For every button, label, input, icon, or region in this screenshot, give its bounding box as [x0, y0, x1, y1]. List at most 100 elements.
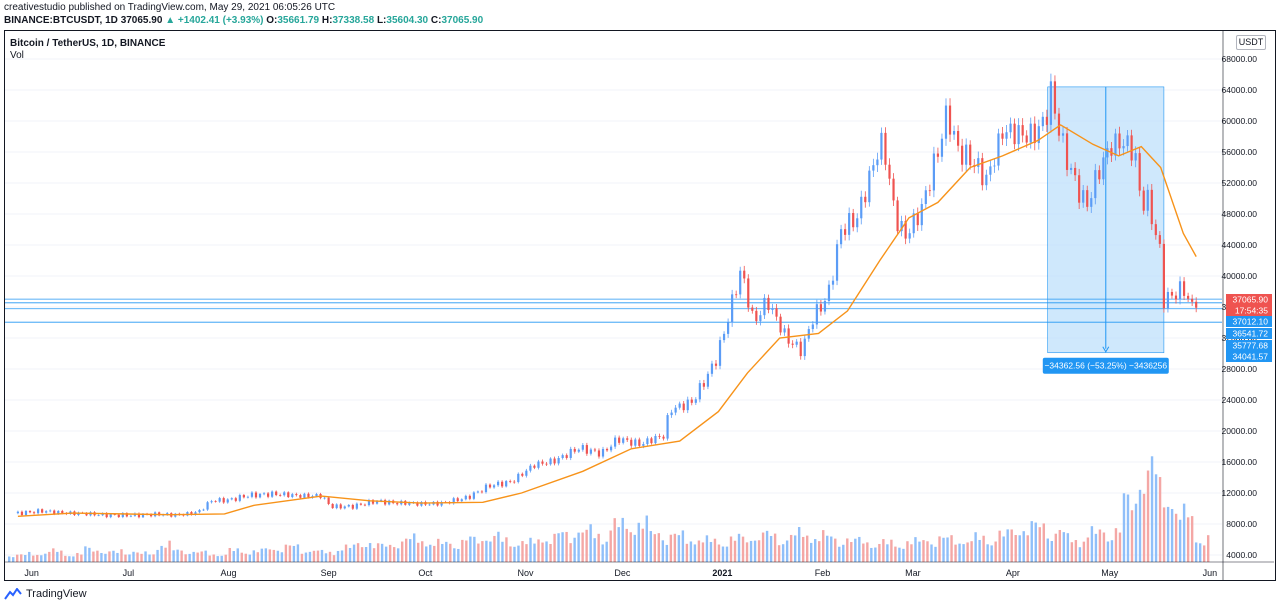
volume-bar — [48, 551, 51, 562]
candle-body — [16, 511, 20, 514]
candle-body — [1162, 243, 1165, 309]
currency-button[interactable]: USDT — [1236, 35, 1266, 50]
volume-bar — [372, 548, 376, 562]
volume-bar — [890, 539, 893, 562]
candle-body — [714, 363, 718, 366]
volume-bar — [978, 539, 981, 562]
volume-bar — [1070, 542, 1074, 562]
candle-body — [638, 439, 641, 446]
candle-body — [202, 509, 205, 511]
candle-body — [1001, 133, 1004, 139]
volume-bar — [1198, 543, 1202, 562]
volume-bar — [364, 547, 368, 562]
volume-bar — [1098, 529, 1102, 562]
candle-body — [1114, 133, 1117, 156]
volume-bar — [88, 547, 91, 562]
candle-body — [359, 503, 362, 505]
volume-bar — [1138, 489, 1142, 562]
volume-bar — [645, 515, 648, 562]
volume-bar — [288, 545, 292, 562]
candle-body — [460, 499, 463, 502]
candle-body — [609, 446, 613, 451]
moving-average-line — [17, 124, 1197, 517]
y-tick-label: 4000.00 — [1226, 550, 1257, 560]
price-tag: 36541.72 — [1233, 329, 1269, 339]
y-tick-label: 64000.00 — [1222, 85, 1258, 95]
volume-bar — [60, 550, 63, 562]
volume-bar — [144, 551, 147, 562]
high-label: H: — [321, 15, 333, 26]
candle-body — [710, 363, 714, 374]
candle-body — [77, 512, 80, 516]
candle-body — [549, 458, 552, 465]
volume-bar — [340, 550, 344, 562]
candle-body — [513, 481, 516, 483]
candle-body — [593, 449, 597, 451]
volume-bar — [320, 549, 324, 562]
volume-bar — [481, 541, 484, 562]
candle-body — [97, 515, 100, 517]
volume-bar — [1090, 526, 1094, 562]
volume-bar — [64, 555, 67, 562]
candle-body — [496, 481, 500, 486]
volume-bar — [8, 556, 11, 562]
candle-body — [1017, 125, 1020, 145]
volume-bar — [228, 547, 231, 562]
volume-bar — [537, 539, 540, 562]
candle-body — [795, 341, 798, 345]
volume-bar — [32, 555, 35, 562]
candle-body — [577, 449, 580, 452]
volume-bar — [1174, 513, 1178, 562]
x-tick-label: Dec — [614, 568, 631, 578]
candle-body — [888, 164, 891, 179]
volume-bar — [930, 544, 933, 562]
volume-bar — [733, 540, 737, 562]
candle-body — [819, 304, 823, 312]
candle-body — [517, 473, 520, 483]
volume-bar — [725, 546, 729, 562]
volume-bar — [777, 545, 781, 562]
candle-body — [529, 465, 532, 471]
volume-bar — [1062, 532, 1066, 562]
footer-brand[interactable]: TradingView — [4, 588, 87, 600]
candle-body — [1053, 81, 1057, 114]
candle-body — [85, 512, 88, 516]
volume-bar — [962, 544, 965, 562]
candle-body — [141, 513, 145, 518]
volume-bar — [942, 537, 945, 562]
volume-legend: Vol — [10, 50, 24, 61]
volume-bar — [453, 548, 456, 562]
candle-body — [1078, 175, 1081, 203]
candle-body — [545, 463, 548, 465]
volume-bar — [910, 544, 913, 562]
candle-body — [573, 448, 576, 452]
x-tick-label: Jul — [123, 568, 135, 578]
price-tag: 17:54:35 — [1235, 306, 1268, 316]
candle-body — [347, 504, 350, 507]
volume-bar — [914, 537, 917, 562]
candle-body — [49, 510, 52, 512]
candle-body — [488, 484, 492, 488]
candle-body — [1029, 123, 1032, 143]
volume-bar — [1054, 533, 1058, 562]
volume-bar — [982, 535, 985, 562]
chart-title: Bitcoin / TetherUS, 1D, BINANCE — [10, 38, 166, 49]
candle-body — [436, 501, 439, 506]
candle-body — [815, 304, 818, 325]
volume-bar — [886, 544, 889, 562]
volume-bar — [112, 550, 115, 562]
open-value: 35661.79 — [277, 15, 320, 26]
volume-bar — [1050, 541, 1053, 562]
volume-bar — [120, 549, 123, 562]
last-price: 37065.90 — [120, 15, 163, 26]
candle-body — [1009, 123, 1012, 133]
volume-bar — [769, 535, 773, 562]
candle-body — [751, 307, 754, 311]
candle-body — [295, 494, 298, 496]
volume-bar — [473, 536, 476, 562]
candle-body — [670, 412, 673, 416]
volume-bar — [352, 544, 356, 562]
candle-body — [759, 315, 762, 322]
volume-bar — [425, 546, 428, 562]
